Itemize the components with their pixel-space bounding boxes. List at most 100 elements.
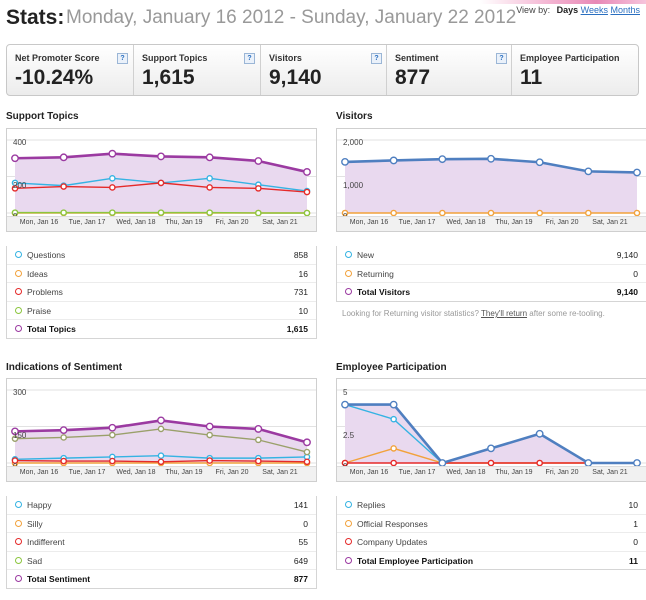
x-tick-label: Fri, Jan 20 bbox=[545, 469, 579, 476]
data-point-company-updates bbox=[341, 459, 349, 467]
help-icon[interactable]: ? bbox=[117, 53, 128, 64]
data-point-happy bbox=[157, 452, 165, 459]
data-point-total-topics bbox=[303, 168, 311, 176]
legend-dot-icon bbox=[15, 519, 22, 527]
visitors-plot bbox=[337, 139, 646, 217]
data-point-total-sentiment bbox=[157, 416, 165, 425]
y-tick-label: 200 bbox=[13, 181, 27, 190]
x-tick-label: Mon, Jan 16 bbox=[349, 219, 389, 226]
data-point-problems bbox=[206, 184, 213, 191]
x-axis: Mon, Jan 16 Tue, Jan 17 Wed, Jan 18 Thu,… bbox=[337, 216, 646, 231]
legend-dot-icon bbox=[15, 288, 22, 295]
data-point-company-updates bbox=[536, 459, 543, 467]
help-icon[interactable]: ? bbox=[371, 53, 382, 64]
y-tick-label: 150 bbox=[13, 431, 27, 440]
legend-label: Questions bbox=[27, 250, 66, 260]
legend-label: Silly bbox=[27, 518, 43, 529]
legend-row-official-responses: Official Responses 1 bbox=[337, 513, 646, 533]
x-tick-label: Thu, Jan 19 bbox=[165, 219, 203, 226]
metric-label: Sentiment bbox=[395, 53, 439, 63]
metric-employee-participation: Employee Participation 11 bbox=[511, 45, 639, 95]
legend-dot-icon bbox=[15, 538, 22, 545]
note-link[interactable]: They'll return bbox=[481, 309, 528, 318]
legend-row-total-visitors: Total Visitors 9,140 bbox=[337, 282, 646, 301]
employee-participation-legend: Replies 10 Official Responses 1 Company Up… bbox=[336, 496, 646, 570]
legend-value: 1,615 bbox=[286, 324, 308, 334]
legend-dot-icon bbox=[345, 556, 352, 564]
legend-label: Total Visitors bbox=[357, 287, 411, 297]
total-area bbox=[15, 420, 307, 463]
data-point-indifferent bbox=[60, 457, 67, 465]
metric-support-topics: Support Topics ? 1,615 bbox=[133, 45, 261, 95]
y-tick-label: 2.5 bbox=[343, 431, 355, 440]
data-point-total-sentiment bbox=[11, 427, 19, 436]
data-point-total-sentiment bbox=[108, 423, 117, 432]
legend-value: 0 bbox=[633, 268, 638, 279]
legend-value: 9,140 bbox=[616, 287, 638, 297]
metric-value: 1,615 bbox=[142, 66, 195, 89]
legend-label: Praise bbox=[27, 305, 52, 316]
legend-value: 0 bbox=[633, 537, 638, 547]
x-tick-label: Sat, Jan 21 bbox=[262, 219, 298, 226]
support-topics-chart: 400 200 0 Mon, Jan 16 Tue, Jan 17 Wed, J… bbox=[6, 128, 317, 232]
data-point-problems bbox=[255, 185, 262, 192]
legend-value: 731 bbox=[293, 287, 308, 297]
legend-row-replies: Replies 10 bbox=[337, 496, 646, 514]
legend-label: Company Updates bbox=[357, 537, 428, 547]
data-point-total-visitors bbox=[389, 156, 398, 165]
data-point-sad bbox=[303, 448, 311, 456]
data-point-official-responses bbox=[390, 445, 397, 452]
x-tick-label: Sat, Jan 21 bbox=[592, 219, 628, 226]
total-area bbox=[345, 404, 637, 463]
legend-label: Ideas bbox=[27, 268, 48, 279]
legend-value: 141 bbox=[293, 500, 308, 510]
data-point-sad bbox=[109, 431, 116, 439]
data-point-problems bbox=[303, 188, 311, 196]
help-icon[interactable]: ? bbox=[244, 53, 255, 64]
data-point-indifferent bbox=[206, 457, 213, 464]
visitors-legend: New 9,140 Returning 0 Total Visitors 9,140 bbox=[336, 246, 646, 302]
help-icon[interactable]: ? bbox=[496, 53, 507, 64]
data-point-total-visitors bbox=[487, 154, 495, 163]
employee-participation-title: Employee Participation bbox=[336, 362, 447, 373]
legend-value: 877 bbox=[293, 574, 308, 584]
legend-dot-icon bbox=[15, 251, 22, 258]
view-by-selector: View by: Days Weeks Months bbox=[516, 5, 640, 15]
x-tick-label: Wed, Jan 18 bbox=[116, 469, 156, 476]
data-point-total-topics bbox=[157, 152, 165, 161]
data-point-indifferent bbox=[11, 457, 19, 464]
x-tick-label: Sat, Jan 21 bbox=[262, 469, 298, 476]
data-point-total-sentiment bbox=[205, 422, 214, 431]
legend-row-ideas: Ideas 16 bbox=[7, 263, 316, 283]
metric-value: 11 bbox=[520, 66, 543, 89]
metric-label: Support Topics bbox=[142, 53, 208, 63]
data-point-returning bbox=[536, 209, 543, 217]
legend-dot-icon bbox=[345, 501, 352, 508]
legend-dot-icon bbox=[345, 519, 352, 527]
x-tick-label: Thu, Jan 19 bbox=[495, 469, 533, 476]
view-option-months[interactable]: Months bbox=[610, 5, 640, 15]
data-point-praise bbox=[255, 209, 262, 217]
data-point-total-visitors bbox=[535, 158, 544, 167]
legend-label: New bbox=[357, 250, 375, 260]
data-point-total-employee-participation bbox=[341, 400, 349, 409]
legend-value: 858 bbox=[293, 250, 308, 260]
x-tick-label: Mon, Jan 16 bbox=[19, 469, 59, 476]
legend-label: Replies bbox=[357, 500, 386, 510]
legend-row-silly: Silly 0 bbox=[7, 513, 316, 533]
data-point-total-topics bbox=[205, 153, 214, 162]
note-text: Looking for Returning visitor statistics… bbox=[342, 309, 479, 318]
legend-row-happy: Happy 141 bbox=[7, 496, 316, 514]
data-point-indifferent bbox=[255, 457, 262, 465]
legend-row-total-sentiment: Total Sentiment 877 bbox=[7, 569, 316, 588]
legend-row-returning: Returning 0 bbox=[337, 263, 646, 283]
data-point-praise bbox=[206, 209, 213, 216]
data-point-praise bbox=[11, 209, 19, 216]
x-tick-label: Tue, Jan 17 bbox=[398, 469, 436, 476]
data-point-company-updates bbox=[390, 459, 397, 467]
data-point-total-sentiment bbox=[303, 438, 311, 447]
visitors-title: Visitors bbox=[336, 111, 373, 122]
view-option-days[interactable]: Days bbox=[556, 5, 579, 15]
data-point-returning bbox=[341, 209, 349, 217]
view-option-weeks[interactable]: Weeks bbox=[580, 5, 608, 15]
